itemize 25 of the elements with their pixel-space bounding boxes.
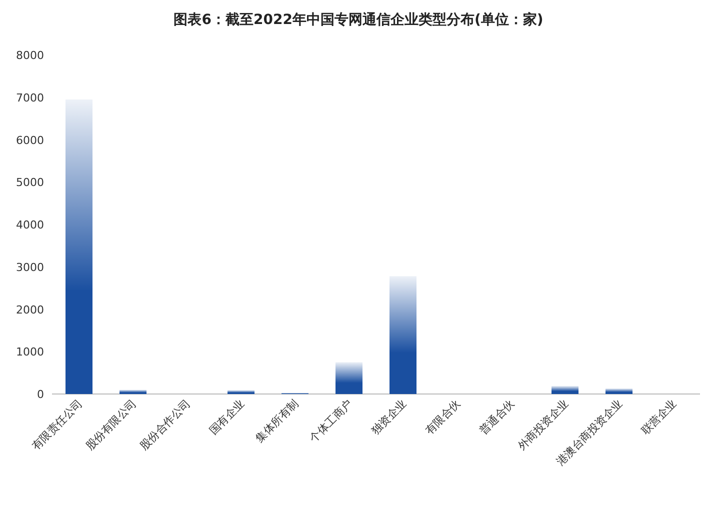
bar: [66, 99, 92, 394]
x-tick-label: 联营企业: [638, 396, 680, 438]
chart-title: 图表6：截至2022年中国专网通信企业类型分布(单位：家): [174, 11, 544, 28]
x-tick-label: 独资企业: [368, 396, 410, 438]
x-tick-label: 集体所有制: [253, 396, 302, 446]
x-tick-label: 有限合伙: [422, 396, 464, 438]
bar: [120, 390, 146, 394]
bar: [336, 362, 362, 394]
y-tick-label: 1000: [16, 346, 44, 359]
x-tick-label: 个体工商户: [307, 396, 356, 446]
y-tick-label: 2000: [16, 303, 44, 316]
x-tick-label: 股份有限公司: [83, 396, 140, 453]
bar: [552, 386, 578, 394]
y-tick-label: 5000: [16, 176, 44, 190]
y-tick-label: 6000: [16, 134, 44, 147]
x-tick-label: 国有企业: [206, 396, 248, 438]
x-tick-label: 普通合伙: [476, 396, 518, 438]
x-tick-label: 股份合作公司: [137, 396, 194, 453]
y-tick-label: 8000: [16, 49, 44, 62]
bar: [390, 276, 416, 394]
bar: [606, 388, 632, 394]
y-tick-label: 4000: [16, 218, 44, 232]
y-tick-label: 7000: [16, 91, 44, 104]
y-tick-label: 3000: [16, 260, 44, 274]
bar: [228, 390, 254, 394]
